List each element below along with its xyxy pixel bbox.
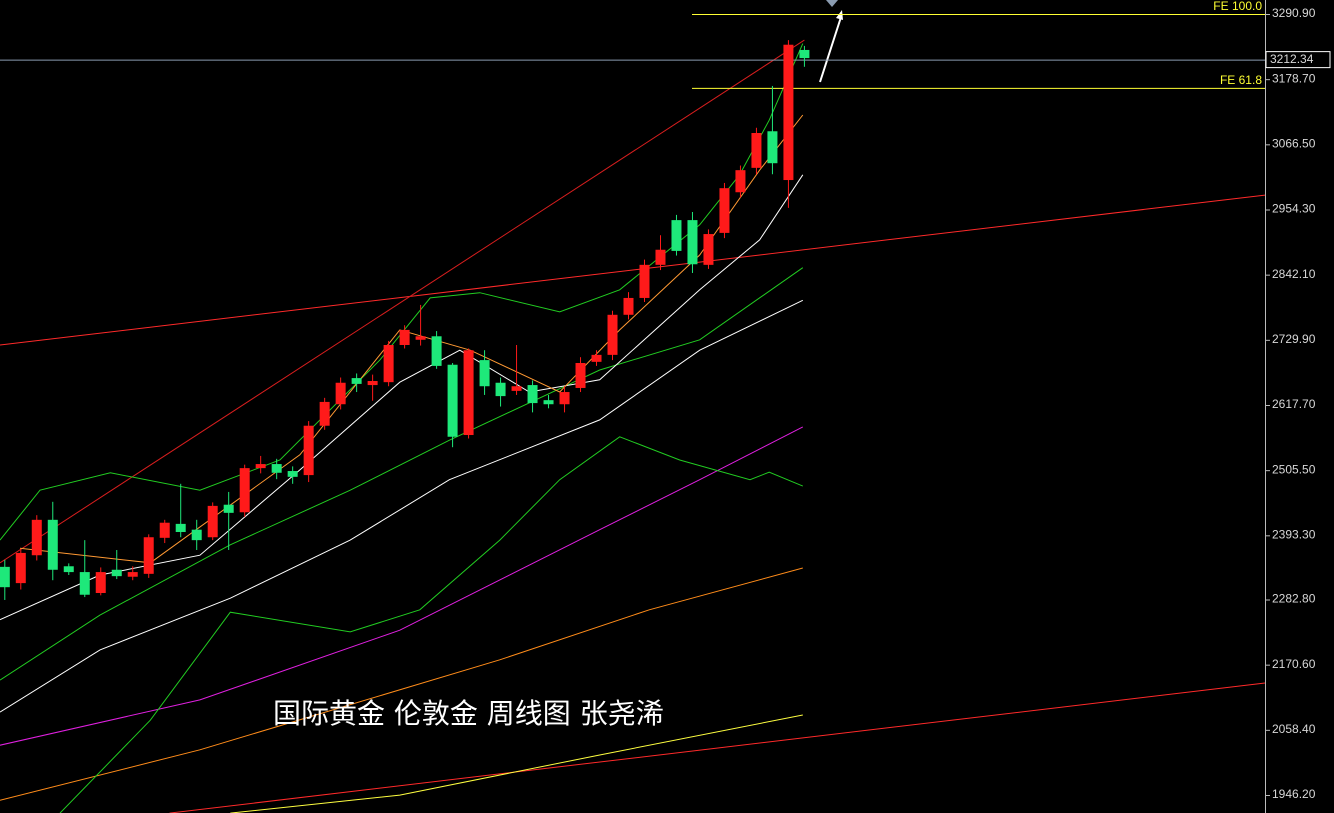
y-tick-label: 3290.90 [1272, 6, 1316, 20]
candle-body [415, 336, 426, 340]
candle-body [623, 297, 634, 315]
candle-body [399, 329, 410, 345]
y-tick-label: 2954.30 [1272, 202, 1316, 216]
candle-body [511, 386, 522, 391]
candle-body [527, 385, 538, 404]
candle-body [287, 471, 298, 477]
overlay-line [0, 43, 804, 541]
candle-body [783, 44, 794, 181]
candle-body [63, 566, 74, 573]
candle-body [671, 220, 682, 251]
candle-body [15, 552, 26, 584]
candle-body [255, 464, 266, 469]
y-tick-label: 2282.80 [1272, 592, 1316, 606]
arrow-head [836, 10, 843, 20]
candle-body [111, 569, 122, 577]
candle-body [479, 360, 490, 387]
candle-body [719, 188, 730, 233]
last-price-label: 3212.34 [1270, 52, 1314, 66]
marker [826, 0, 838, 7]
candle-body [271, 464, 282, 473]
y-tick-label: 2842.10 [1272, 267, 1316, 281]
annotation: 国际黄金 伦敦金 周线图 张尧浠 [273, 697, 664, 730]
projection-arrow [819, 13, 843, 83]
y-tick-label: 2058.40 [1272, 722, 1316, 736]
candle-body [591, 354, 602, 362]
candle-body [47, 519, 58, 570]
candle-body [223, 504, 234, 513]
y-tick-label: 2170.60 [1272, 657, 1316, 671]
candle-body [335, 382, 346, 405]
candle-body [383, 344, 394, 383]
candle-body [639, 264, 650, 298]
candle-body [767, 131, 778, 164]
candle-body [575, 362, 586, 388]
candle-body [127, 572, 138, 577]
y-tick-label: 2393.30 [1272, 527, 1316, 541]
candle-body [175, 523, 186, 533]
y-tick-label: 2617.70 [1272, 397, 1316, 411]
candle-body [495, 382, 506, 397]
candle-body [303, 425, 314, 476]
last-price-box [1265, 51, 1331, 69]
overlay-line [0, 194, 1266, 346]
candle-body [351, 378, 362, 384]
candle-body [735, 170, 746, 193]
candle-body [159, 522, 170, 538]
candle-body [431, 336, 442, 366]
candle-body [703, 234, 714, 265]
candle-body [95, 572, 106, 593]
y-tick-label: 2729.90 [1272, 332, 1316, 346]
overlay-line [0, 567, 803, 801]
overlay-line [0, 267, 804, 681]
candle-body [543, 400, 554, 405]
candle-body [447, 364, 458, 437]
candle-body [367, 381, 378, 386]
candle-body [799, 49, 810, 59]
y-tick-label: 3178.70 [1272, 71, 1316, 85]
candle-body [79, 572, 90, 595]
candle-body [31, 519, 42, 556]
candle-body [559, 392, 570, 405]
overlay-line [59, 436, 803, 813]
y-tick-label: 3066.50 [1272, 137, 1316, 151]
overlay-line [0, 174, 804, 621]
overlay-line [169, 682, 1266, 813]
fib-label: FE 61.8 [1220, 73, 1262, 87]
candle-body [207, 505, 218, 538]
candle-body [655, 249, 666, 265]
fib-label: FE 100.0 [1213, 0, 1262, 13]
candle-body [463, 350, 474, 436]
candle-body [143, 537, 154, 574]
candle-body [687, 220, 698, 265]
candle-body [319, 401, 330, 426]
candle-body [607, 314, 618, 355]
y-tick-label: 1946.20 [1272, 787, 1316, 801]
candle-body [191, 529, 202, 541]
overlay-line [230, 714, 803, 813]
y-tick-label: 2505.50 [1272, 462, 1316, 476]
candle-body [0, 566, 10, 588]
candle-body [239, 468, 250, 513]
overlay-line [0, 299, 804, 713]
candle-body [751, 133, 762, 168]
overlay-line [0, 39, 805, 564]
